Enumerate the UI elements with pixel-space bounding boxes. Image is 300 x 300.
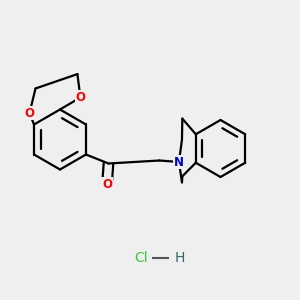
- Text: N: N: [174, 155, 184, 169]
- Text: O: O: [75, 91, 85, 104]
- Text: O: O: [102, 178, 112, 191]
- Text: H: H: [175, 251, 185, 265]
- Text: Cl: Cl: [134, 251, 148, 265]
- Text: O: O: [25, 106, 34, 120]
